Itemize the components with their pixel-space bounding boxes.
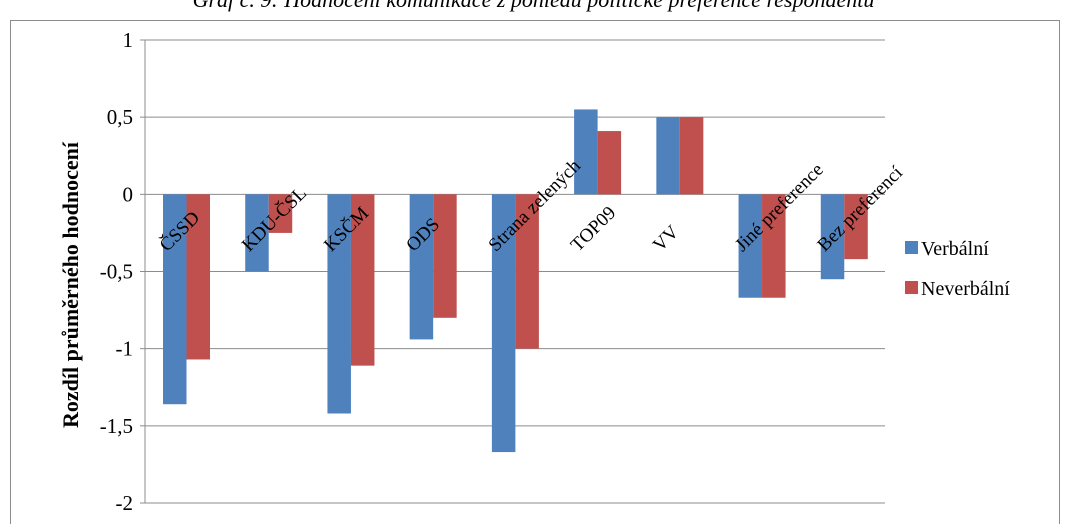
category-label: TOP09 [567,202,620,255]
chart-frame [10,20,1060,524]
y-tick-label: -0,5 [100,260,133,284]
bar-neverbalni [186,194,210,360]
y-axis-label: Rozdíl průměrného hodnocení [58,141,83,428]
axes [140,39,146,504]
bar-neverbalni [762,194,786,298]
bar-neverbalni [844,194,868,260]
category-label: VV [649,221,683,255]
y-tick-label: 0 [123,182,134,206]
y-tick-label: -1 [116,337,134,361]
bars [163,109,868,453]
y-tick-labels: 1 0,5 0 -0,5 -1 -1,5 -2 [100,28,133,515]
bar-neverbalni [433,194,457,318]
bar-neverbalni [350,194,375,366]
legend-swatch [905,241,918,254]
legend: Verbální Neverbální [905,238,1010,300]
bar-verbalni [245,194,269,272]
bar-verbalni [409,194,434,340]
legend-swatch [905,281,918,294]
bar-neverbalni [268,194,293,233]
y-tick-label: -2 [116,491,134,515]
bar-verbalni [738,194,763,298]
bar-neverbalni [679,117,704,195]
bar-neverbalni [597,131,622,195]
bar-verbalni [656,117,680,195]
bar-verbalni [491,194,516,453]
legend-label: Verbální [921,238,989,260]
y-tick-label: 0,5 [107,105,133,129]
bar-neverbalni [515,194,539,349]
y-tick-label: -1,5 [100,414,133,438]
legend-label: Neverbální [921,278,1010,300]
y-tick-label: 1 [123,28,134,52]
bar-verbalni [327,194,351,414]
bar-verbalni [820,194,845,280]
bar-verbalni [574,109,598,195]
bar-verbalni [163,194,187,405]
chart-title: Graf č. 9: Hodnocení komunikace z pohled… [0,0,1067,13]
